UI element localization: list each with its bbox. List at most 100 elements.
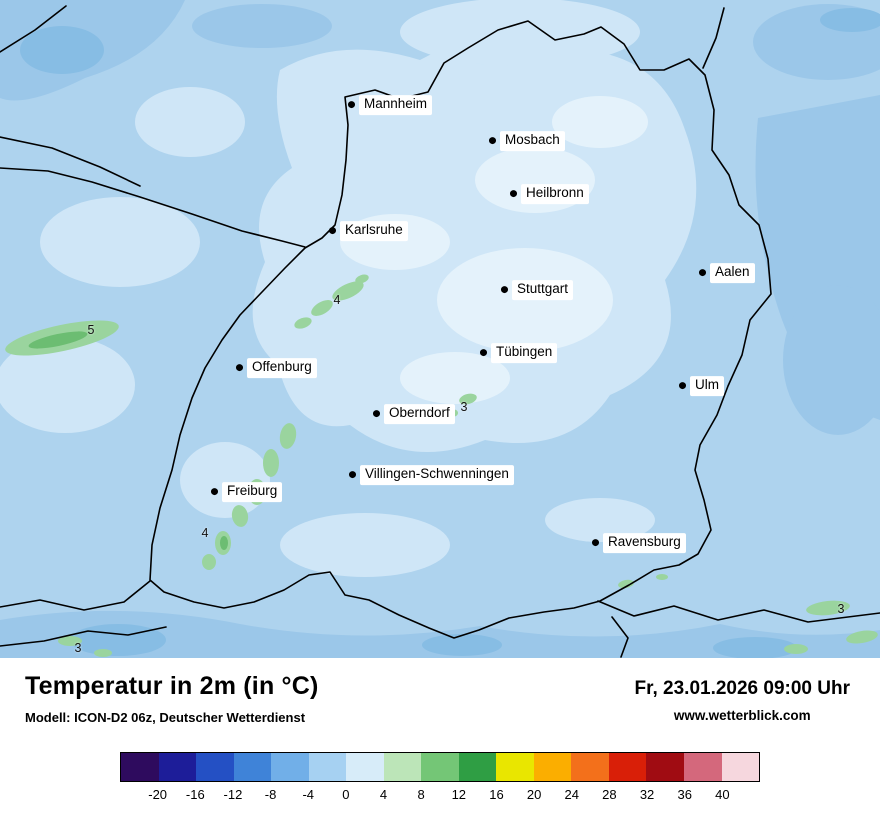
colorbar-ticks: -20 -16 -12 -8 -4 0 4 8 12 16 20 24 28 32 36 40 bbox=[120, 787, 760, 803]
colorbar-tick: 36 bbox=[677, 787, 692, 802]
temperature-region-green bbox=[846, 630, 878, 644]
colorbar-tick: 12 bbox=[451, 787, 467, 802]
colorbar-segment bbox=[383, 753, 422, 781]
city-marker: Ravensburg bbox=[592, 533, 686, 553]
temperature-region bbox=[545, 498, 655, 542]
temperature-region-green bbox=[806, 600, 850, 616]
city-label: Oberndorf bbox=[384, 404, 455, 424]
colorbar-segment bbox=[571, 753, 609, 781]
city-dot bbox=[679, 382, 686, 390]
city-dot bbox=[501, 286, 508, 294]
city-label: Stuttgart bbox=[512, 280, 574, 300]
city-label: Heilbronn bbox=[521, 184, 589, 204]
city-dot bbox=[510, 190, 517, 198]
border-line bbox=[597, 600, 880, 623]
city-dot bbox=[699, 269, 706, 277]
border-line bbox=[611, 616, 629, 658]
state-border-line bbox=[149, 20, 772, 639]
contour-label: 5 bbox=[87, 323, 95, 337]
border-line bbox=[0, 136, 141, 187]
temperature-region bbox=[20, 26, 104, 74]
colorbar-tick: -16 bbox=[185, 787, 205, 802]
temperature-region-green bbox=[294, 317, 312, 329]
temperature-region-green bbox=[332, 281, 364, 301]
colorbar-segment bbox=[233, 753, 272, 781]
city-marker: Stuttgart bbox=[501, 280, 574, 300]
temperature-region bbox=[40, 197, 200, 287]
temperature-region-green bbox=[231, 505, 249, 527]
contour-label: 3 bbox=[837, 602, 845, 616]
city-marker: Heilbronn bbox=[510, 184, 589, 204]
temperature-region-green bbox=[58, 636, 82, 646]
temperature-map-canvas bbox=[0, 0, 880, 658]
border-line bbox=[0, 626, 167, 647]
city-label: Tübingen bbox=[491, 343, 558, 363]
contour-label: 3 bbox=[74, 641, 82, 655]
contour-label: 3 bbox=[460, 400, 468, 414]
temperature-region-green bbox=[263, 449, 279, 477]
colorbar-tick: 24 bbox=[564, 787, 579, 802]
colorbar-tick: -4 bbox=[302, 787, 315, 802]
city-label: Freiburg bbox=[222, 482, 283, 502]
temperature-region bbox=[135, 87, 245, 157]
colorbar-segment bbox=[346, 753, 384, 781]
colorbar-tick: 28 bbox=[602, 787, 617, 802]
colorbar-tick: 4 bbox=[379, 787, 388, 802]
city-label: Aalen bbox=[710, 263, 755, 283]
colorbar-tick: 16 bbox=[489, 787, 504, 802]
temperature-region-green bbox=[656, 574, 668, 580]
temperature-region bbox=[552, 96, 648, 148]
city-marker: Karlsruhe bbox=[329, 221, 408, 241]
city-label: Offenburg bbox=[247, 358, 317, 378]
city-marker: Oberndorf bbox=[373, 404, 455, 424]
colorbar-tick: 20 bbox=[526, 787, 542, 802]
footer: Temperatur in 2m (in °C) Modell: ICON-D2… bbox=[0, 658, 880, 830]
city-marker: Ulm bbox=[679, 376, 724, 396]
colorbar-tick: -20 bbox=[148, 787, 168, 802]
colorbar-segment bbox=[721, 753, 760, 781]
temperature-region-green bbox=[202, 554, 216, 570]
footer-left-column: Temperatur in 2m (in °C) Modell: ICON-D2… bbox=[25, 672, 319, 725]
temperature-region-green bbox=[94, 649, 112, 657]
model-info: Modell: ICON-D2 06z, Deutscher Wetterdie… bbox=[25, 710, 306, 725]
colorbar-segment bbox=[121, 753, 159, 781]
city-dot bbox=[236, 364, 243, 372]
colorbar-segment bbox=[421, 753, 459, 781]
temperature-region-green bbox=[28, 331, 88, 349]
temperature-region-green bbox=[459, 393, 477, 405]
temperature-region bbox=[437, 248, 613, 352]
city-label: Ulm bbox=[690, 376, 724, 396]
city-label: Mannheim bbox=[359, 95, 433, 115]
temperature-region bbox=[400, 0, 640, 66]
city-marker: Tübingen bbox=[480, 343, 558, 363]
city-dot bbox=[348, 101, 355, 109]
temperature-regions bbox=[0, 0, 880, 658]
temperature-region bbox=[783, 285, 880, 435]
city-marker: Offenburg bbox=[236, 358, 317, 378]
city-label: Karlsruhe bbox=[340, 221, 408, 241]
city-layer: Mannheim Mosbach Heilbronn Karlsruhe Stuttga… bbox=[211, 95, 755, 553]
temperature-region bbox=[713, 637, 797, 658]
colorbar-segment bbox=[196, 753, 234, 781]
city-label: Mosbach bbox=[500, 131, 565, 151]
temperature-region-green bbox=[311, 300, 333, 316]
city-dot bbox=[373, 410, 380, 418]
city-marker: Mosbach bbox=[489, 131, 565, 151]
city-marker: Aalen bbox=[699, 263, 755, 283]
border-line bbox=[0, 167, 306, 248]
page-title: Temperatur in 2m (in °C) bbox=[25, 672, 319, 700]
city-marker: Mannheim bbox=[348, 95, 433, 115]
temperature-region bbox=[192, 4, 332, 48]
city-marker: Villingen-Schwenningen bbox=[349, 465, 514, 485]
border-lines bbox=[0, 5, 880, 658]
colorbar bbox=[120, 752, 760, 782]
contour-label: 4 bbox=[333, 293, 341, 307]
footer-header: Temperatur in 2m (in °C) Modell: ICON-D2… bbox=[0, 658, 880, 725]
colorbar-tick: -8 bbox=[264, 787, 277, 802]
border-line bbox=[702, 7, 725, 69]
city-label: Ravensburg bbox=[603, 533, 686, 553]
footer-right-column: Fr, 23.01.2026 09:00 Uhr www.wetterblick… bbox=[635, 672, 850, 723]
city-dot bbox=[480, 349, 487, 357]
city-dot bbox=[349, 471, 356, 479]
temperature-region bbox=[280, 513, 450, 577]
